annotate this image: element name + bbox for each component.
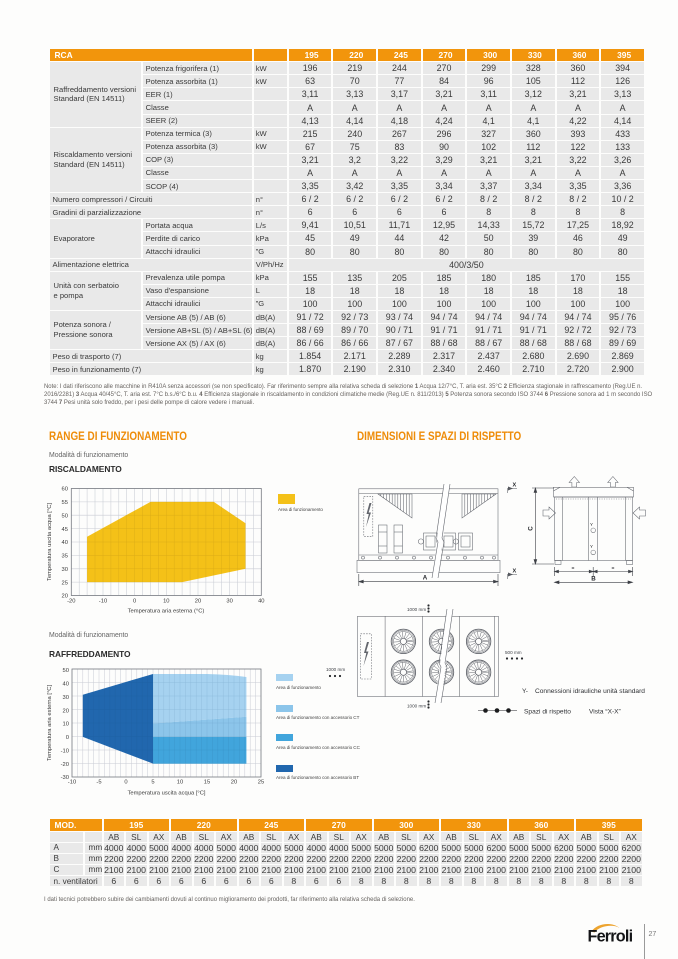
svg-text:40: 40 (63, 682, 69, 688)
svg-text:10: 10 (163, 599, 169, 605)
svg-text:25: 25 (62, 580, 68, 586)
svg-text:5: 5 (151, 780, 154, 786)
svg-text:1000 mm: 1000 mm (326, 667, 345, 672)
svg-text:=: = (572, 566, 575, 572)
svg-text:40: 40 (62, 540, 68, 546)
svg-text:15: 15 (204, 780, 210, 786)
svg-text:X: X (513, 569, 517, 575)
svg-text:0: 0 (133, 599, 136, 605)
svg-text:35: 35 (62, 554, 68, 560)
svg-text:Temperatura uscita acqua [°C]: Temperatura uscita acqua [°C] (127, 791, 205, 797)
svg-text:=: = (612, 566, 615, 572)
svg-text:0: 0 (124, 780, 127, 786)
svg-text:C: C (528, 526, 535, 531)
svg-text:-10: -10 (61, 749, 69, 755)
svg-text:55: 55 (62, 500, 68, 506)
svg-text:1000 mm: 1000 mm (407, 607, 426, 612)
svg-text:-10: -10 (68, 780, 76, 786)
svg-text:25: 25 (258, 780, 264, 786)
svg-text:-30: -30 (61, 775, 69, 781)
svg-text:50: 50 (63, 668, 69, 674)
svg-text:10: 10 (177, 780, 183, 786)
svg-text:A: A (423, 575, 428, 582)
svg-text:30: 30 (226, 599, 232, 605)
svg-text:20: 20 (63, 708, 69, 714)
svg-text:Vista “X-X”: Vista “X-X” (589, 709, 621, 716)
svg-text:30: 30 (63, 695, 69, 701)
svg-text:50: 50 (62, 514, 68, 520)
svg-text:20: 20 (62, 594, 68, 600)
svg-text:-5: -5 (96, 780, 101, 786)
svg-text:B: B (591, 576, 596, 583)
svg-text:0: 0 (66, 735, 69, 741)
svg-text:Spazi di rispetto: Spazi di rispetto (524, 709, 571, 716)
svg-text:1000 mm: 1000 mm (407, 704, 426, 709)
svg-text:45: 45 (62, 527, 68, 533)
svg-text:20: 20 (231, 780, 237, 786)
svg-text:X: X (513, 483, 517, 489)
svg-text:Y: Y (590, 544, 593, 549)
svg-text:500 mm: 500 mm (505, 650, 522, 655)
svg-text:20: 20 (195, 599, 201, 605)
svg-text:10: 10 (63, 722, 69, 728)
svg-text:Temperatura uscita acqua [°C]: Temperatura uscita acqua [°C] (47, 503, 53, 581)
svg-text:Connessioni idrauliche unità s: Connessioni idrauliche unità standard (535, 688, 645, 695)
svg-text:30: 30 (62, 567, 68, 573)
svg-text:-20: -20 (61, 762, 69, 768)
svg-text:Temperatura aria esterna [°C]: Temperatura aria esterna [°C] (47, 685, 53, 761)
svg-text:40: 40 (258, 599, 264, 605)
svg-text:-20: -20 (67, 599, 75, 605)
svg-text:Temperatura aria esterna (°C): Temperatura aria esterna (°C) (128, 609, 205, 615)
svg-text:Y-: Y- (522, 688, 528, 695)
svg-text:60: 60 (62, 487, 68, 493)
svg-text:Y: Y (590, 522, 593, 527)
svg-text:Ferroli: Ferroli (588, 928, 633, 946)
svg-text:-10: -10 (99, 599, 107, 605)
